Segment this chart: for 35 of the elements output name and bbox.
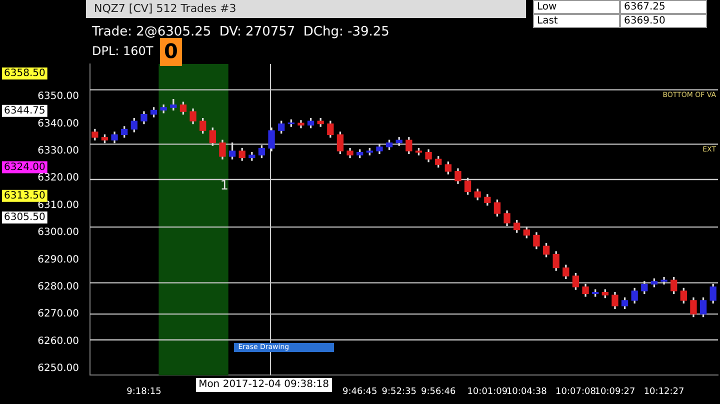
text: 6358.50 [4,68,46,80]
text: Low [537,2,557,13]
x-tick-label: 9:46:45 [342,386,378,397]
x-tick-label: 10:01:09 [467,386,508,397]
chart-title: NQZ7 [CV] 512 Trades #3 [86,0,526,18]
x-tick-label: 10:07:08 [556,386,596,397]
annotation: 1 [220,178,229,194]
y-tick-label: 6340.00 [38,118,79,130]
y-tick-label: 6280.00 [38,281,79,292]
y-tick-label: 6300.00 [38,227,79,238]
y-tick-label: 6350.00 [38,91,79,102]
x-tick-label: 10:09:27 [594,386,636,397]
x-tick-label: 9:52:35 [382,386,416,397]
x-tick-label: 10:12:27 [644,386,684,397]
y-tick-label: 6320.00 [38,172,79,184]
x-tick-label: 9:18:15 [126,386,162,397]
text: Last [537,16,558,27]
text: DPL: 160T [92,44,154,58]
text: 6369.50 [624,16,666,27]
text: 6367.25 [624,2,666,13]
y-tick-label: 6290.00 [38,254,79,266]
text: 6305.50 [4,212,46,224]
text: 0 [164,39,178,64]
y-tick-label: 6270.00 [38,308,79,320]
x-tick-label: 9:56:46 [420,386,456,397]
y-tick-label: 6310.00 [38,200,79,211]
y-tick-label: 6330.00 [38,146,79,157]
time-readout: Mon 2017-12-04 09:38:18 [196,378,332,392]
y-tick-label: 6250.00 [38,363,79,374]
text: 6344.75 [4,105,46,116]
x-tick-label: 10:04:38 [506,386,548,397]
chart-subtitle: Trade: 2@6305.25 DV: 270757 DChg: -39.25 [91,24,390,40]
text: 6313.50 [4,190,46,202]
y-tick-label: 6260.00 [38,336,79,347]
text: 6324.00 [4,162,46,173]
